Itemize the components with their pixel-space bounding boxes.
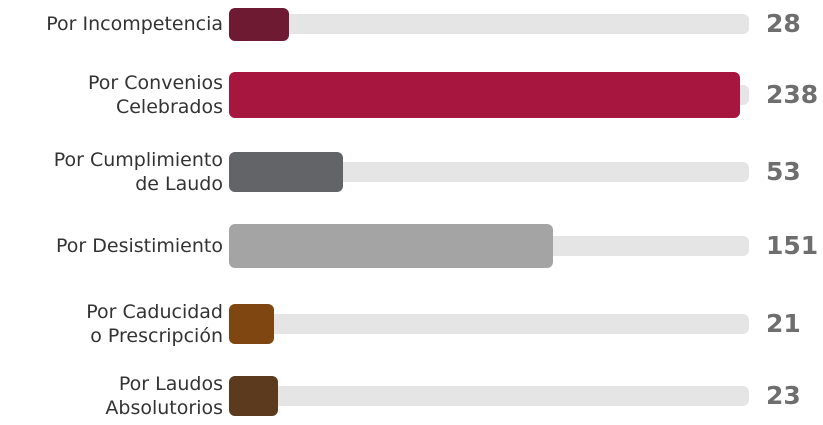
bar-track — [229, 314, 749, 334]
bar — [229, 72, 740, 118]
bar-track — [229, 14, 749, 34]
value-label: 28 — [766, 9, 801, 38]
category-label: Por Laudos Absolutorios — [105, 373, 223, 419]
category-label: Por Convenios Celebrados — [88, 72, 223, 118]
category-label: Por Cumplimiento de Laudo — [53, 149, 223, 195]
bar-track — [229, 162, 749, 182]
bar — [229, 152, 343, 192]
bar-track — [229, 386, 749, 406]
value-label: 151 — [766, 231, 819, 260]
bar — [229, 376, 278, 416]
value-label: 53 — [766, 157, 801, 186]
category-label: Por Desistimiento — [56, 235, 223, 257]
bar — [229, 304, 274, 344]
value-label: 238 — [766, 80, 819, 109]
bar — [229, 224, 553, 268]
category-label: Por Incompetencia — [46, 13, 223, 35]
value-label: 21 — [766, 309, 801, 338]
value-label: 23 — [766, 381, 801, 410]
bar — [229, 7, 289, 41]
category-label: Por Caducidad o Prescripción — [86, 301, 223, 347]
